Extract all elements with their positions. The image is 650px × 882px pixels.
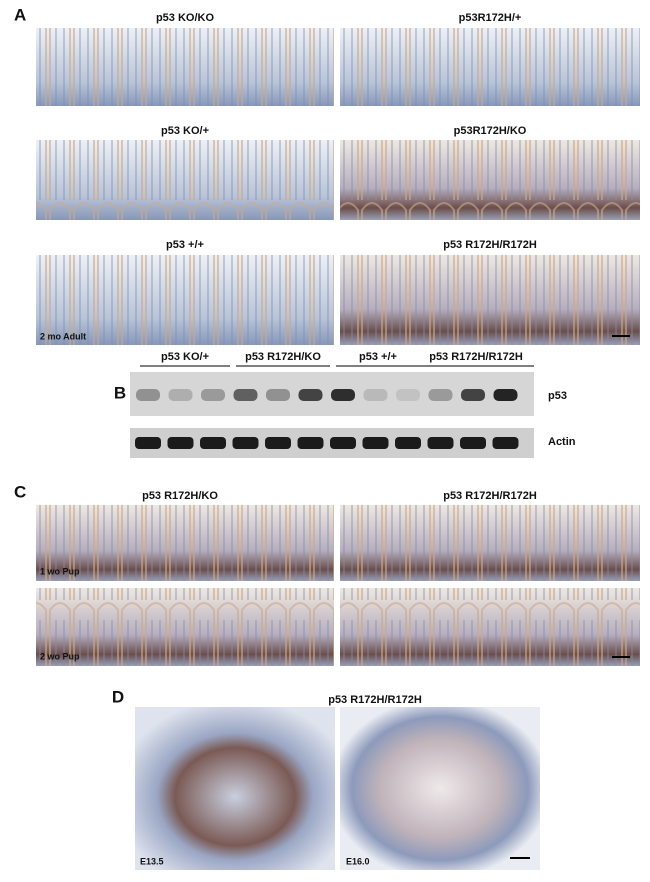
micrograph-villi — [36, 255, 334, 345]
blot-band — [396, 389, 420, 401]
blot-band — [363, 389, 388, 401]
blot-band — [167, 437, 194, 449]
label: E13.5 — [140, 856, 164, 866]
blot-band — [331, 389, 355, 401]
micrograph-villi — [340, 28, 640, 106]
blot-band — [200, 437, 226, 449]
blot-band — [427, 437, 454, 449]
label: p53 R172H/R172H — [429, 351, 523, 363]
blot-band — [135, 437, 161, 449]
label: p53 R172H/KO — [245, 351, 321, 363]
blot-band — [265, 437, 291, 449]
micrograph-villi — [340, 255, 640, 345]
blot-band — [298, 389, 323, 401]
micrograph-villi — [36, 505, 334, 581]
label: p53 KO/+ — [161, 351, 209, 363]
blot-band — [297, 437, 324, 449]
blot-band — [232, 437, 259, 449]
micrograph — [340, 707, 540, 870]
blot-band — [460, 437, 486, 449]
blot-band — [136, 389, 160, 401]
label: p53 R172H/R172H — [443, 239, 537, 251]
label: 2 mo Adult — [40, 331, 86, 341]
micrograph — [135, 707, 335, 870]
micrograph-villi — [36, 140, 334, 220]
blot-band — [493, 389, 518, 401]
label: p53 KO/+ — [161, 125, 209, 137]
blot-band — [395, 437, 421, 449]
label: p53R172H/+ — [459, 12, 522, 24]
label: D — [112, 687, 124, 706]
micrograph-villi — [36, 28, 334, 106]
blot-band — [330, 437, 356, 449]
blot-band — [201, 389, 225, 401]
blot-band — [362, 437, 389, 449]
label: 2 wo Pup — [40, 651, 80, 661]
micrograph-villi — [340, 588, 640, 666]
label: B — [114, 383, 126, 402]
label: E16.0 — [346, 856, 370, 866]
label: C — [14, 482, 26, 501]
blot-band — [461, 389, 485, 401]
label: p53 +/+ — [359, 351, 397, 363]
micrograph-villi — [340, 140, 640, 220]
label: p53 — [548, 390, 567, 402]
blot-band — [492, 437, 519, 449]
label: p53R172H/KO — [454, 125, 527, 137]
label: p53 KO/KO — [156, 12, 215, 24]
blot-band — [168, 389, 193, 401]
label: p53 R172H/R172H — [328, 694, 422, 706]
blot-band — [428, 389, 453, 401]
label: p53 +/+ — [166, 239, 204, 251]
label: 1 wo Pup — [40, 566, 80, 576]
label: Actin — [548, 436, 576, 448]
micrograph-villi — [36, 588, 334, 666]
label: A — [14, 5, 26, 24]
micrograph-villi — [340, 505, 640, 581]
blot-band — [266, 389, 290, 401]
blot-band — [233, 389, 258, 401]
label: p53 R172H/R172H — [443, 490, 537, 502]
label: p53 R172H/KO — [142, 490, 218, 502]
